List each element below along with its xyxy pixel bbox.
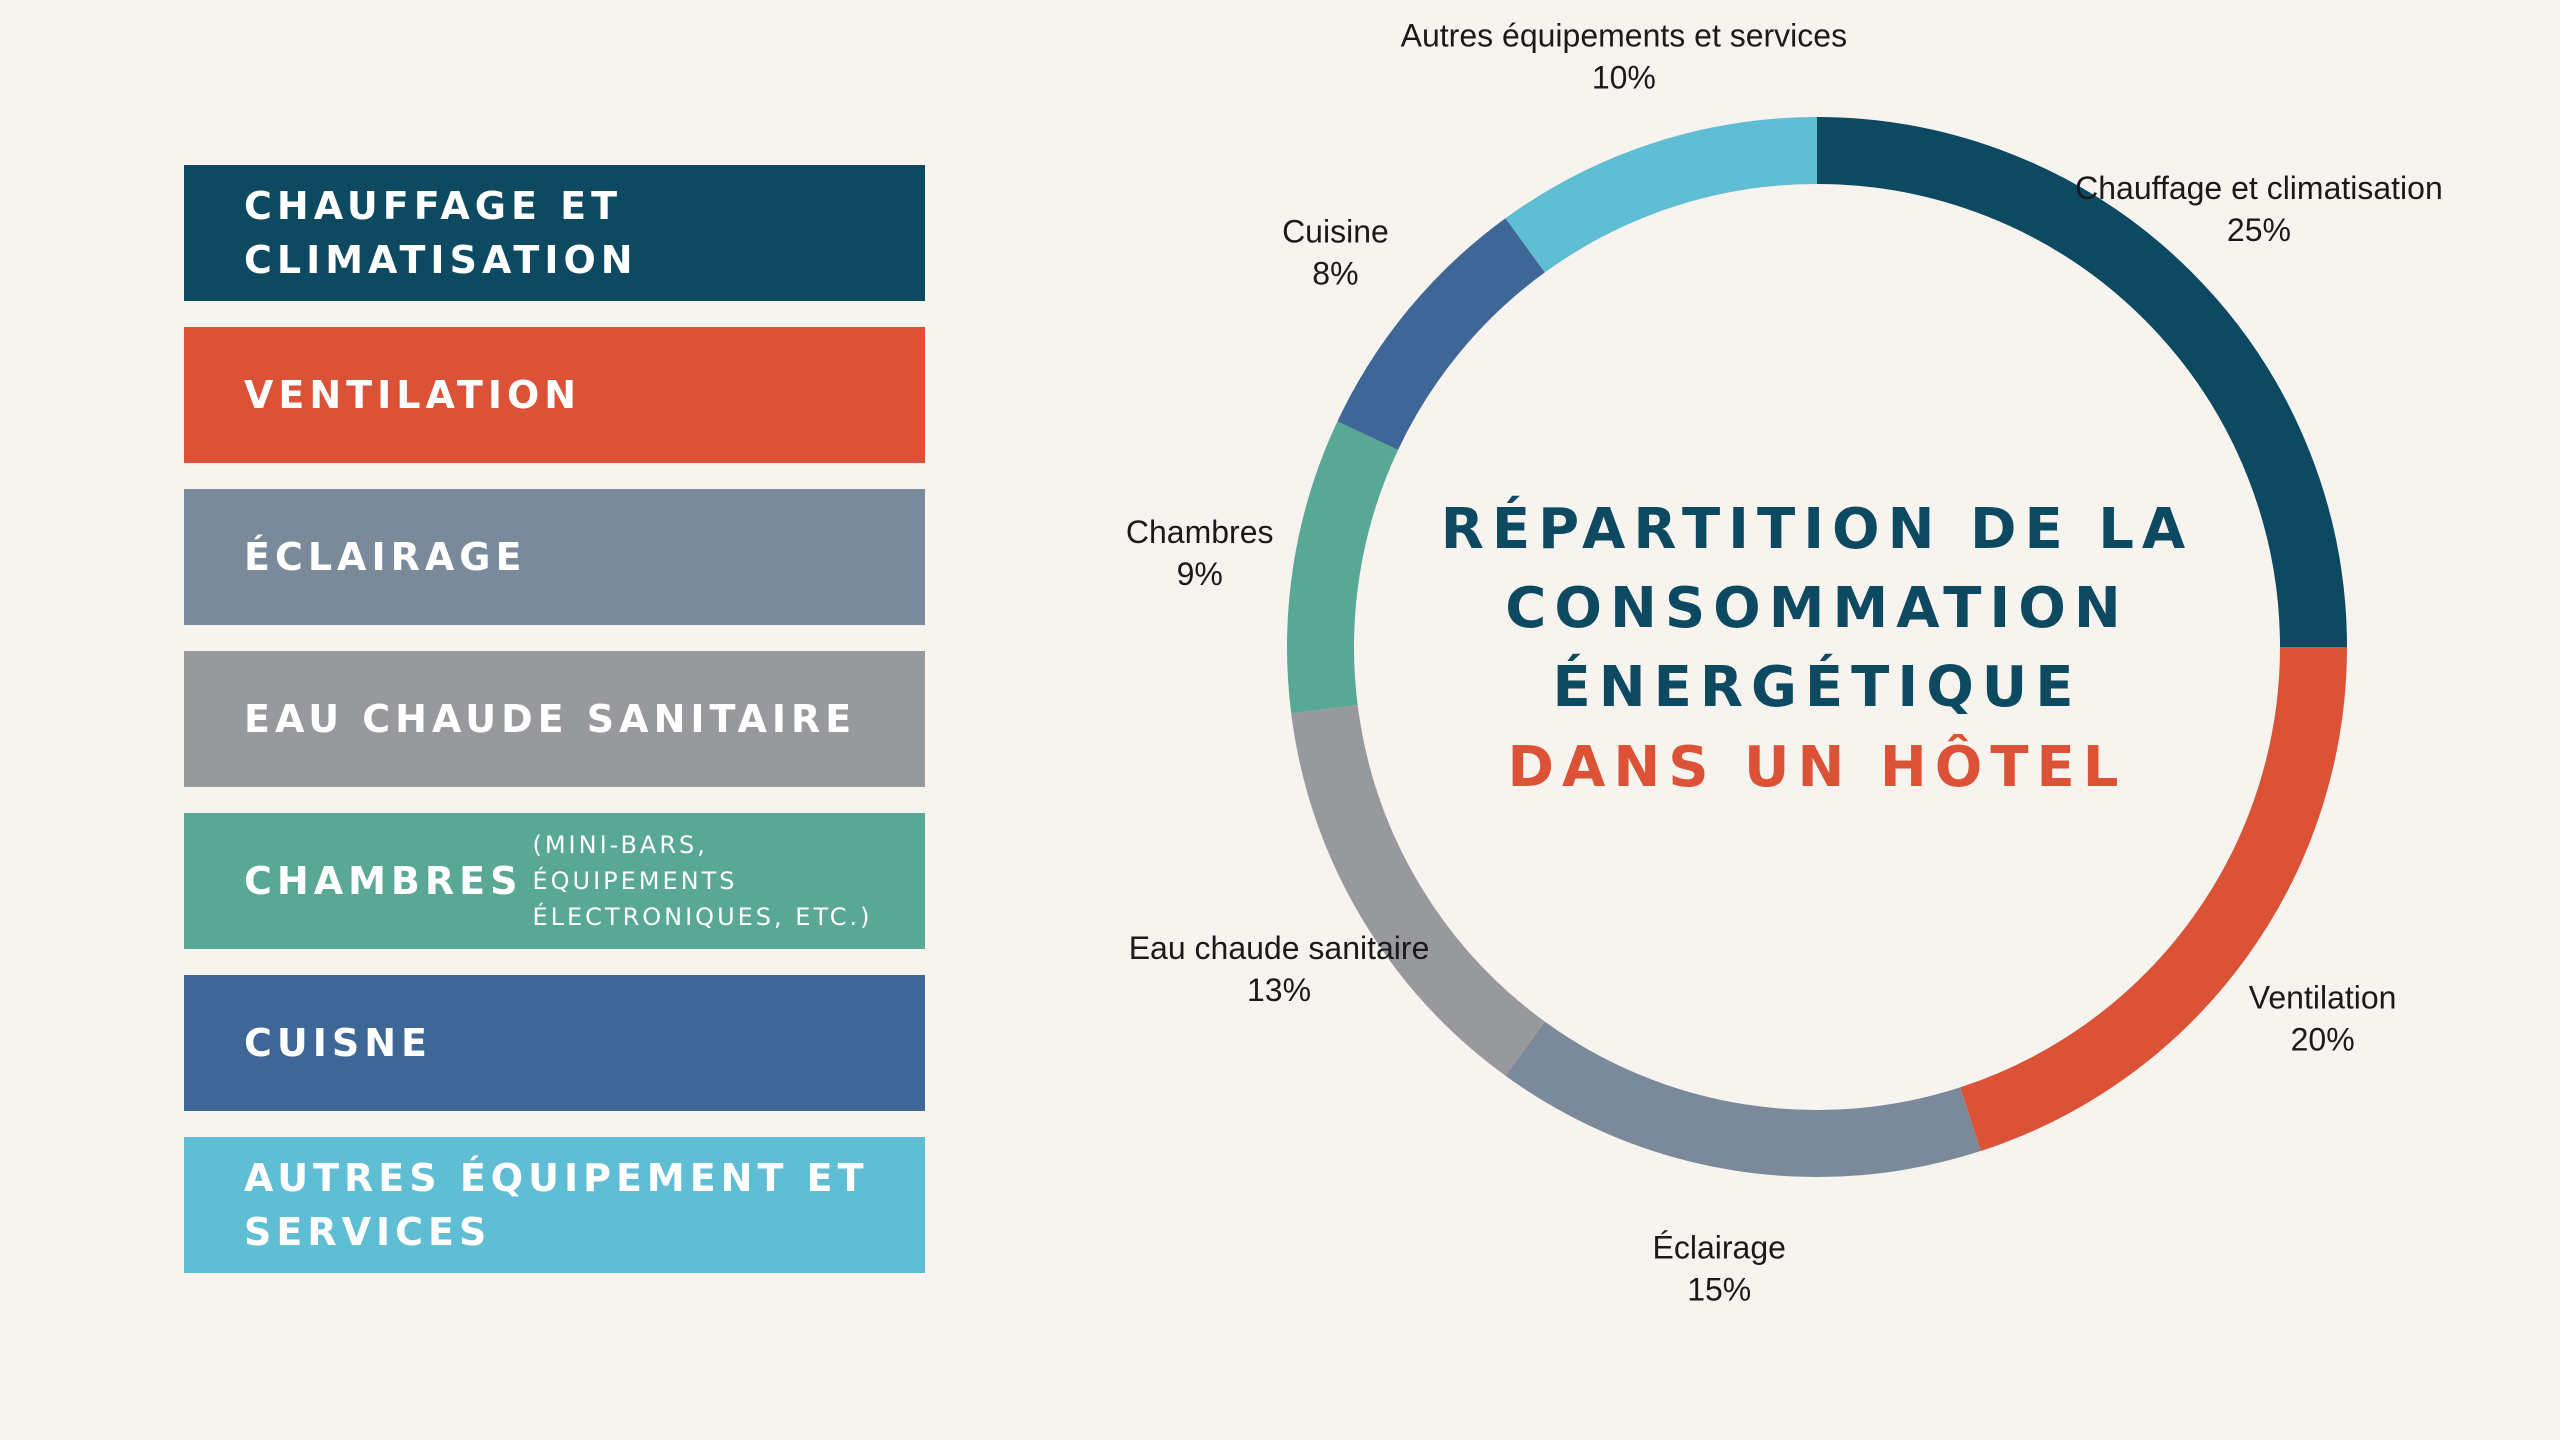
slice-label-value: 25% (2227, 212, 2291, 248)
slice-label-name: Chambres (1126, 514, 1274, 550)
donut-slice-5 (1337, 218, 1546, 451)
legend-item-chauffage: CHAUFFAGE ET CLIMATISATION (184, 165, 925, 301)
donut-slice-6 (1505, 117, 1818, 273)
donut-slice-4 (1287, 421, 1399, 714)
slice-label-name: Autres équipements et services (1401, 18, 1847, 54)
slice-label-name: Cuisine (1282, 214, 1389, 250)
legend-item-ventilation: VENTILATION (184, 327, 925, 463)
legend-item-autres: AUTRES ÉQUIPEMENT ET SERVICES (184, 1137, 925, 1273)
center-title-highlight: DANS UN HÔTEL (1508, 735, 2127, 800)
donut-slice-0 (1816, 117, 2347, 648)
slice-label-value: 13% (1247, 972, 1311, 1008)
legend-item-eclairage: ÉCLAIRAGE (184, 489, 925, 625)
slice-label-name: Chauffage et climatisation (2075, 170, 2443, 206)
slice-label-value: 15% (1687, 1271, 1751, 1307)
slice-label-value: 9% (1177, 556, 1223, 592)
donut-slices (1287, 117, 2347, 1177)
slice-label-name: Eau chaude sanitaire (1129, 930, 1430, 966)
legend-label: ÉCLAIRAGE (244, 535, 527, 579)
donut-slice-3 (1291, 704, 1546, 1076)
legend-item-cuisine: CUISNE (184, 975, 925, 1111)
slice-label-value: 10% (1592, 60, 1656, 96)
center-title-line-2: CONSOMMATION (1505, 576, 2128, 641)
center-title-line-1: RÉPARTITION DE LA (1441, 496, 2194, 562)
legend-label: VENTILATION (244, 373, 582, 417)
legend-label: CHAMBRES (244, 859, 523, 903)
legend-label: AUTRES ÉQUIPEMENT ET SERVICES (244, 1156, 869, 1254)
center-title-line-3: ÉNERGÉTIQUE (1552, 654, 2081, 720)
slice-labels: Chauffage et climatisation 25% Ventilation… (1126, 18, 2443, 1308)
slice-label-value: 8% (1312, 256, 1358, 292)
legend-label: CUISNE (244, 1021, 433, 1065)
donut-slice-2 (1505, 1021, 1981, 1177)
legend-label: CHAUFFAGE ET CLIMATISATION (244, 184, 638, 282)
slice-label-name: Éclairage (1653, 1229, 1786, 1265)
legend: CHAUFFAGE ET CLIMATISATION VENTILATION É… (184, 165, 925, 1299)
center-title: RÉPARTITION DE LA CONSOMMATION ÉNERGÉTIQ… (1441, 496, 2194, 800)
legend-item-chambres: CHAMBRES (MINI-BARS, ÉQUIPEMENTS ÉLECTRO… (184, 813, 925, 949)
slice-label-name: Ventilation (2249, 979, 2397, 1015)
legend-item-eau-chaude: EAU CHAUDE SANITAIRE (184, 651, 925, 787)
legend-label: EAU CHAUDE SANITAIRE (244, 697, 857, 741)
slice-label-value: 20% (2291, 1021, 2355, 1057)
legend-note: (MINI-BARS, ÉQUIPEMENTS ÉLECTRONIQUES, E… (532, 831, 873, 931)
donut-slice-1 (1960, 646, 2347, 1152)
